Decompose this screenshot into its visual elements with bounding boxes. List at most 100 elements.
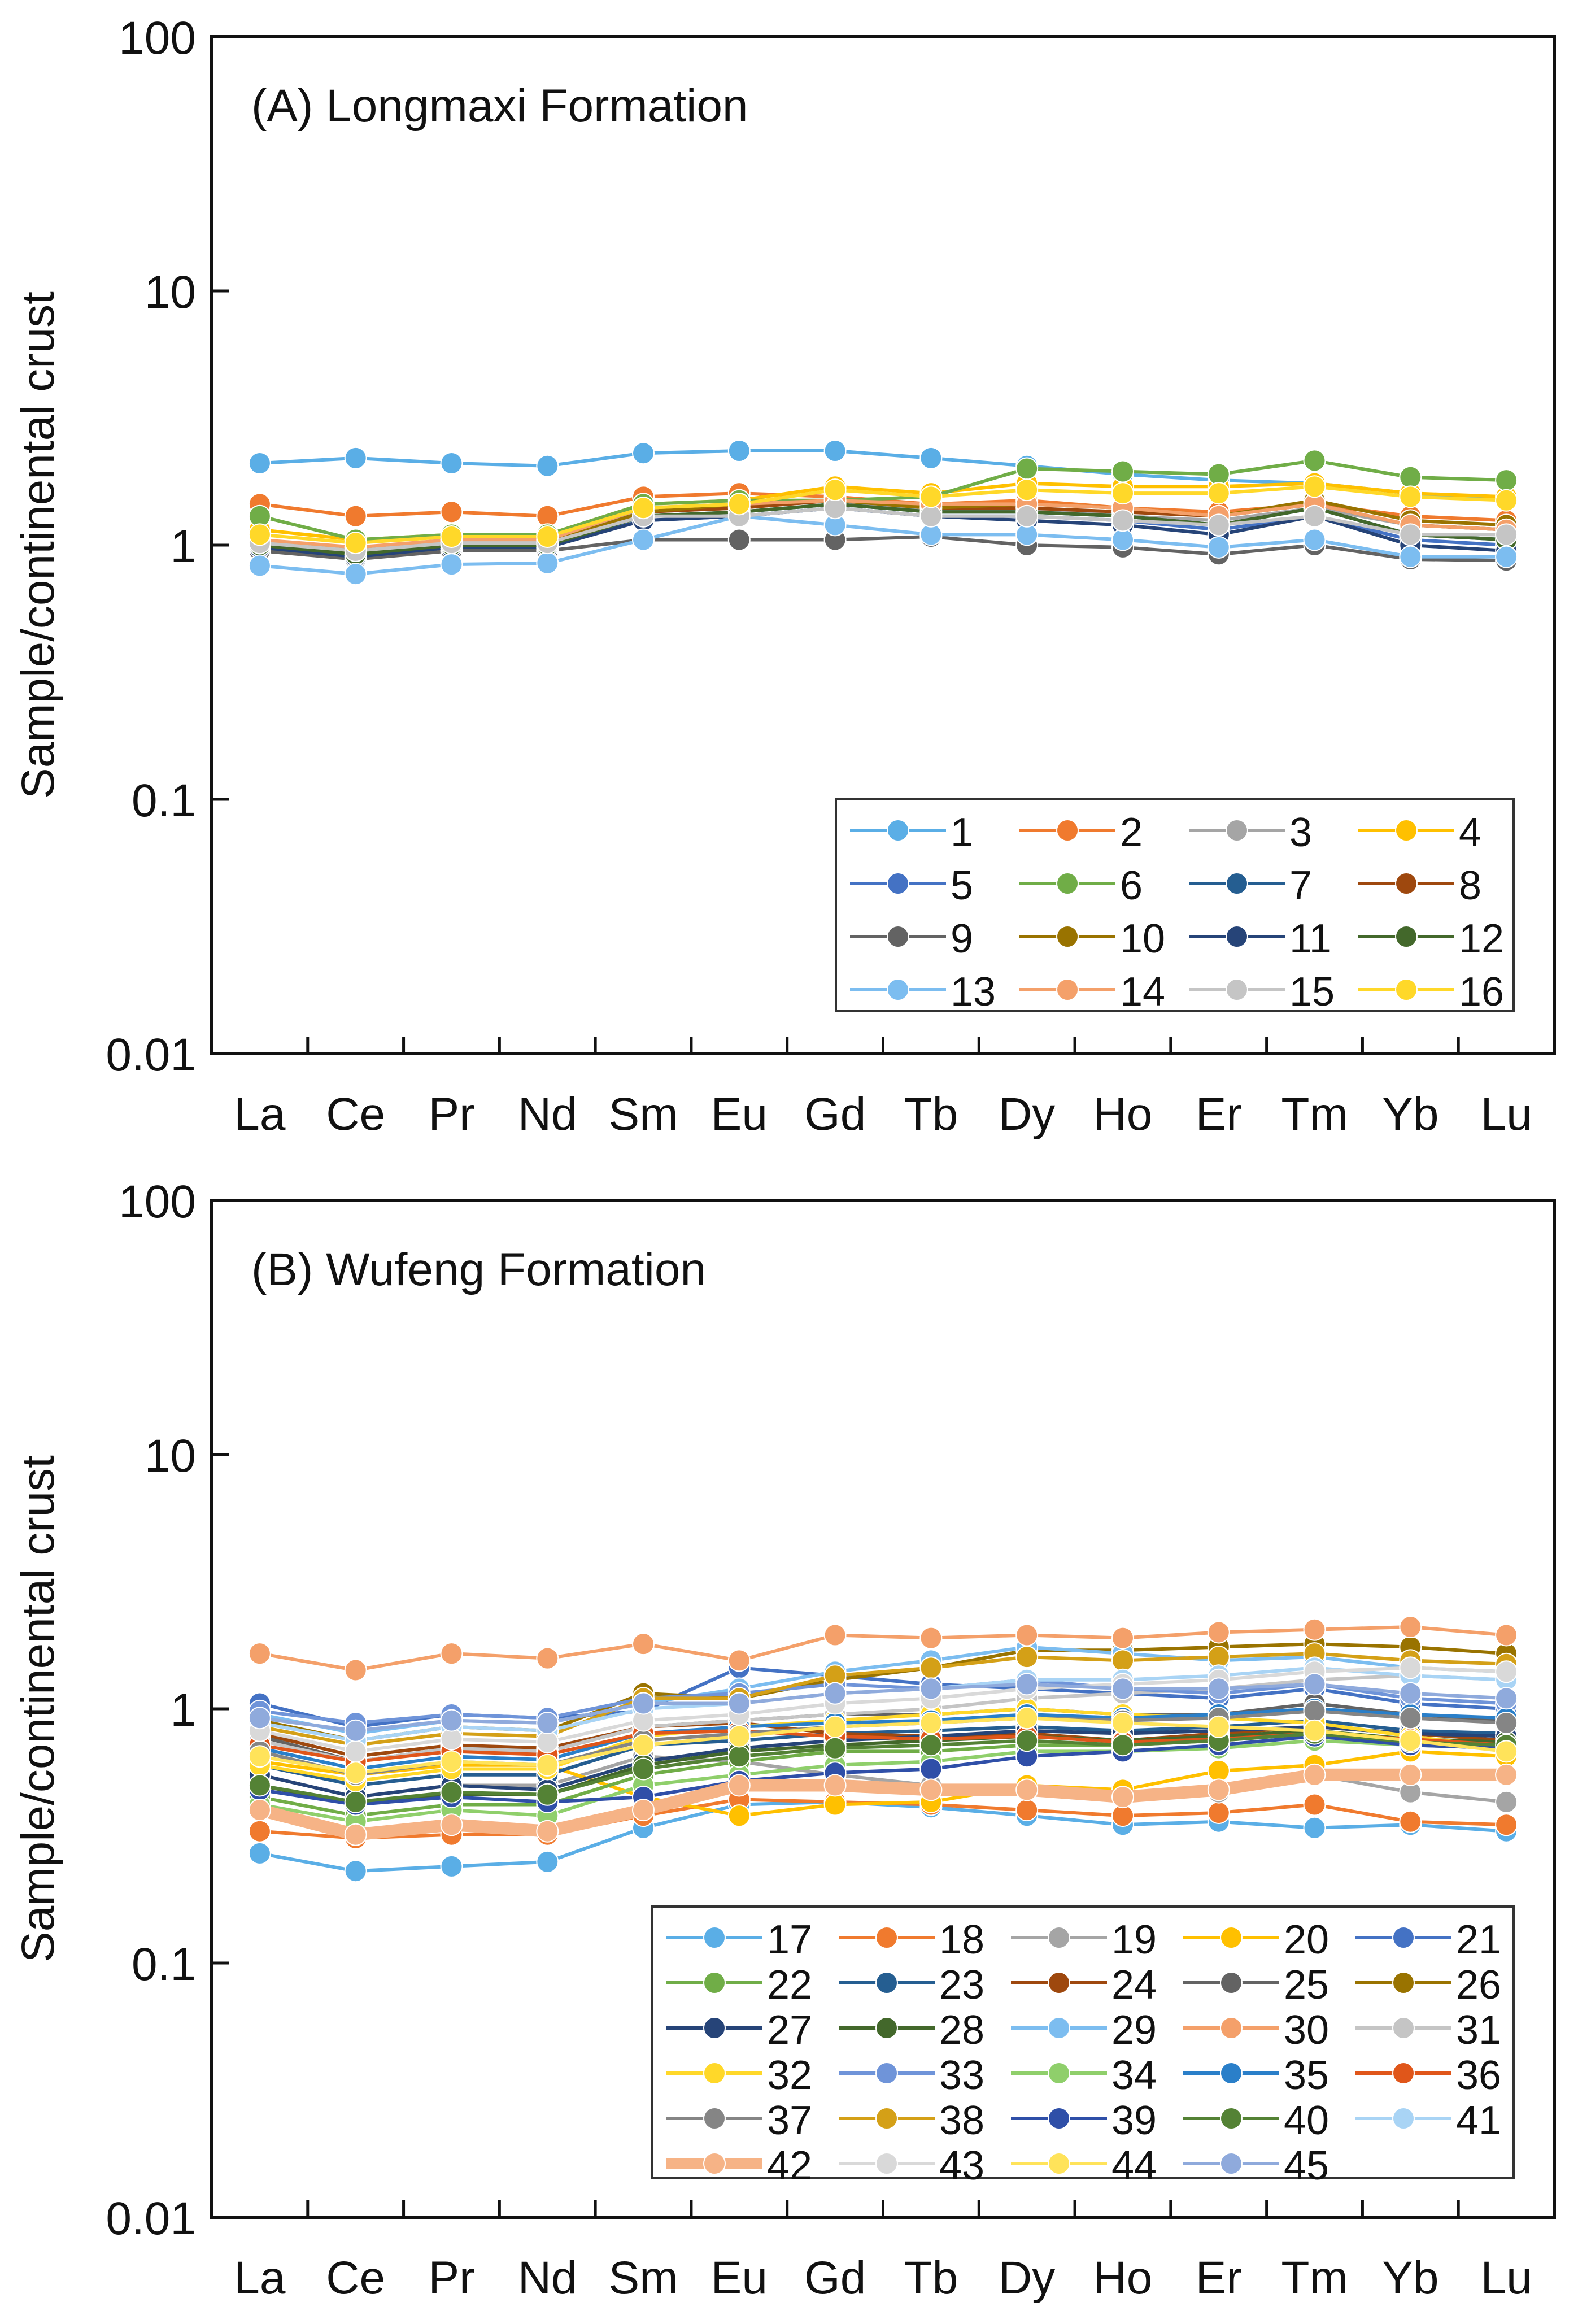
legend-label: 33 (939, 2053, 984, 2098)
legend-item-18: 18 (839, 1917, 984, 1962)
data-point-15-Dy (1015, 504, 1039, 528)
legend-label: 42 (767, 2143, 812, 2188)
legend-item-21: 21 (1355, 1917, 1501, 1962)
legend-swatch-marker (1056, 978, 1079, 1001)
series-line-45 (259, 1682, 1507, 1733)
legend-item-36: 36 (1355, 2053, 1501, 2098)
data-point-17-Nd (536, 1850, 559, 1873)
data-point-15-Tm (1303, 504, 1326, 528)
series-45 (248, 1673, 1518, 1742)
data-point-18-Dy (1015, 1799, 1039, 1822)
data-point-42-Lu (1495, 1763, 1518, 1786)
data-point-16-Lu (1495, 489, 1518, 512)
legend-item-24: 24 (1011, 1962, 1157, 2008)
data-point-30-Ce (344, 1659, 367, 1682)
data-point-40-Tb (919, 1734, 943, 1757)
data-point-45-Pr (440, 1709, 463, 1732)
data-point-18-Yb (1399, 1810, 1422, 1833)
data-point-15-Tb (919, 504, 943, 528)
legend-swatch-marker (1048, 1926, 1070, 1949)
legend-item-3: 3 (1189, 810, 1312, 855)
data-point-42-La (248, 1799, 271, 1822)
legend: 17 18 19 20 21 22 23 24 25 26 27 28 29 30 31 32 33 34 35 36… (651, 1905, 1515, 2188)
y-tick-label: 100 (119, 1176, 196, 1228)
legend-item-29: 29 (1011, 2008, 1157, 2053)
legend-swatch-marker (703, 1972, 726, 1994)
legend-label: 21 (1456, 1917, 1501, 1962)
legend-label: 4 (1459, 810, 1481, 855)
legend-item-19: 19 (1011, 1917, 1157, 1962)
x-tick-label-Dy: Dy (999, 1089, 1055, 1140)
data-point-40-Ho (1111, 1734, 1134, 1757)
legend-label: 26 (1456, 1962, 1501, 2008)
legend-label: 23 (939, 1962, 984, 2008)
panel-a: 100 10 1 0.1 0.01 La Ce Pr Nd Sm Eu Gd Tb Dy Ho Er Tm Yb L… (12, 12, 1556, 1140)
x-tick-label-La: La (234, 1089, 286, 1140)
legend-label: 5 (951, 863, 973, 908)
data-point-13-Lu (1495, 545, 1518, 568)
legend-item-39: 39 (1011, 2098, 1157, 2143)
legend-swatch-marker (1395, 925, 1418, 948)
data-point-38-Ho (1111, 1649, 1134, 1672)
series-line-13 (259, 514, 1507, 576)
data-point-45-Tb (919, 1677, 943, 1700)
data-point-30-Sm (632, 1633, 655, 1656)
data-point-40-Sm (632, 1757, 655, 1781)
data-point-2-Ce (344, 504, 367, 528)
data-point-1-Nd (536, 454, 559, 477)
data-point-6-Lu (1495, 469, 1518, 492)
data-point-18-Lu (1495, 1813, 1518, 1836)
data-point-17-Ce (344, 1860, 367, 1883)
legend-swatch-marker (1220, 1926, 1243, 1949)
data-point-13-Pr (440, 553, 463, 576)
data-point-6-Tm (1303, 449, 1326, 472)
legend-label: 44 (1111, 2143, 1157, 2188)
data-point-45-Eu (727, 1692, 751, 1715)
data-point-2-Pr (440, 501, 463, 524)
data-point-18-La (248, 1820, 271, 1843)
data-point-1-Pr (440, 452, 463, 475)
data-point-15-Yb (1399, 523, 1422, 546)
data-point-6-Yb (1399, 465, 1422, 489)
data-point-16-Dy (1015, 478, 1039, 502)
legend-swatch-marker (1226, 978, 1248, 1001)
legend-swatch-marker (875, 1926, 898, 1949)
data-point-37-Yb (1399, 1707, 1422, 1730)
series-42 (248, 1763, 1518, 1846)
data-point-30-Ho (1111, 1626, 1134, 1650)
data-point-45-Nd (536, 1712, 559, 1734)
data-point-13-Yb (1399, 545, 1422, 568)
legend-item-42: 42 (666, 2143, 812, 2188)
legend-swatch-marker (703, 2152, 726, 2175)
data-point-17-Tm (1303, 1816, 1326, 1839)
x-tick-label-Ce: Ce (326, 1089, 385, 1140)
legend-swatch-marker (1226, 872, 1248, 895)
legend-swatch-marker (887, 872, 909, 895)
legend-label: 31 (1456, 2008, 1501, 2053)
panel-title: (B) Wufeng Formation (251, 1244, 706, 1295)
legend-swatch-marker (1220, 1972, 1243, 1994)
legend-label: 16 (1459, 969, 1504, 1015)
legend-swatch-marker (1395, 978, 1418, 1001)
legend-item-31: 31 (1355, 2008, 1501, 2053)
x-tick-label-Nd: Nd (518, 2252, 577, 2304)
legend-item-37: 37 (666, 2098, 812, 2143)
data-point-40-Ce (344, 1790, 367, 1813)
data-point-30-Pr (440, 1642, 463, 1665)
data-point-18-Er (1207, 1801, 1230, 1824)
data-point-16-Eu (727, 493, 751, 516)
data-point-42-Ho (1111, 1786, 1134, 1809)
series-30 (248, 1616, 1518, 1682)
y-axis-label: Sample/continental crust (12, 1455, 64, 1962)
legend-label: 32 (767, 2053, 812, 2098)
data-point-30-Tb (919, 1626, 943, 1650)
x-tick-label-Tm: Tm (1281, 1089, 1348, 1140)
data-point-16-Yb (1399, 485, 1422, 508)
data-point-13-Ho (1111, 528, 1134, 551)
data-point-1-Ce (344, 446, 367, 469)
legend-item-13: 13 (850, 969, 996, 1015)
series-line-40 (259, 1731, 1507, 1804)
data-point-16-Nd (536, 525, 559, 548)
legend-item-40: 40 (1183, 2098, 1329, 2143)
x-tick-label-Er: Er (1196, 1089, 1242, 1140)
